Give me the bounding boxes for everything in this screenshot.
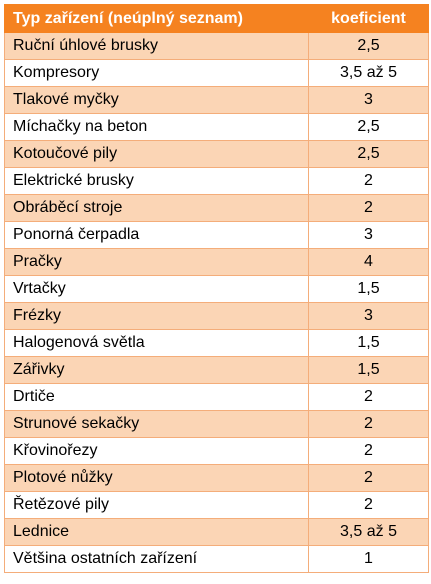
table-row: Kotoučové pily 2,5 — [4, 140, 429, 168]
table-row: Frézky 3 — [4, 302, 429, 330]
table-row: Vrtačky 1,5 — [4, 275, 429, 303]
device-type-cell: Tlakové myčky — [4, 86, 309, 114]
coefficient-cell: 2 — [308, 437, 429, 465]
table-row: Ruční úhlové brusky 2,5 — [4, 32, 429, 60]
table-row: Elektrické brusky 2 — [4, 167, 429, 195]
table-row: Plotové nůžky 2 — [4, 464, 429, 492]
coefficient-cell: 2 — [308, 383, 429, 411]
device-type-cell: Drtiče — [4, 383, 309, 411]
device-type-cell: Halogenová světla — [4, 329, 309, 357]
table-row: Lednice 3,5 až 5 — [4, 518, 429, 546]
coefficient-cell: 2,5 — [308, 113, 429, 141]
table-row: Řetězové pily 2 — [4, 491, 429, 519]
table-body: Ruční úhlové brusky 2,5 Kompresory 3,5 až 5… — [4, 32, 429, 573]
coefficient-cell: 1 — [308, 545, 429, 573]
coefficient-cell: 3 — [308, 302, 429, 330]
table-header: Typ zařízení (neúplný seznam) koeficient — [4, 4, 429, 33]
table-row: Míchačky na beton 2,5 — [4, 113, 429, 141]
coefficient-cell: 3 — [308, 221, 429, 249]
table-row: Tlakové myčky 3 — [4, 86, 429, 114]
coefficient-cell: 3 — [308, 86, 429, 114]
coefficient-table: Typ zařízení (neúplný seznam) koeficient… — [4, 4, 429, 573]
device-type-cell: Elektrické brusky — [4, 167, 309, 195]
device-type-cell: Frézky — [4, 302, 309, 330]
device-type-cell: Plotové nůžky — [4, 464, 309, 492]
coefficient-cell: 2,5 — [308, 140, 429, 168]
table-row: Pračky 4 — [4, 248, 429, 276]
device-type-cell: Obráběcí stroje — [4, 194, 309, 222]
table-row: Halogenová světla 1,5 — [4, 329, 429, 357]
coefficient-cell: 1,5 — [308, 329, 429, 357]
table-row: Drtiče 2 — [4, 383, 429, 411]
coefficient-cell: 2 — [308, 194, 429, 222]
table-row: Obráběcí stroje 2 — [4, 194, 429, 222]
coefficient-cell: 2,5 — [308, 32, 429, 60]
table-row: Zářivky 1,5 — [4, 356, 429, 384]
device-type-cell: Vrtačky — [4, 275, 309, 303]
coefficient-cell: 2 — [308, 491, 429, 519]
device-type-cell: Většina ostatních zařízení — [4, 545, 309, 573]
device-type-cell: Křovinořezy — [4, 437, 309, 465]
device-type-cell: Míchačky na beton — [4, 113, 309, 141]
device-type-cell: Řetězové pily — [4, 491, 309, 519]
device-type-cell: Lednice — [4, 518, 309, 546]
header-device-type: Typ zařízení (neúplný seznam) — [4, 4, 309, 33]
device-type-cell: Pračky — [4, 248, 309, 276]
coefficient-cell: 1,5 — [308, 275, 429, 303]
table-row: Ponorná čerpadla 3 — [4, 221, 429, 249]
coefficient-cell: 3,5 až 5 — [308, 59, 429, 87]
header-coefficient: koeficient — [308, 4, 429, 33]
coefficient-table-container: Typ zařízení (neúplný seznam) koeficient… — [4, 4, 429, 573]
device-type-cell: Kotoučové pily — [4, 140, 309, 168]
coefficient-cell: 2 — [308, 410, 429, 438]
coefficient-cell: 3,5 až 5 — [308, 518, 429, 546]
coefficient-cell: 1,5 — [308, 356, 429, 384]
header-row: Typ zařízení (neúplný seznam) koeficient — [4, 4, 429, 33]
table-row: Strunové sekačky 2 — [4, 410, 429, 438]
table-row: Křovinořezy 2 — [4, 437, 429, 465]
table-row: Kompresory 3,5 až 5 — [4, 59, 429, 87]
coefficient-cell: 2 — [308, 464, 429, 492]
device-type-cell: Strunové sekačky — [4, 410, 309, 438]
device-type-cell: Zářivky — [4, 356, 309, 384]
device-type-cell: Ponorná čerpadla — [4, 221, 309, 249]
device-type-cell: Kompresory — [4, 59, 309, 87]
device-type-cell: Ruční úhlové brusky — [4, 32, 309, 60]
coefficient-cell: 4 — [308, 248, 429, 276]
coefficient-cell: 2 — [308, 167, 429, 195]
table-row: Většina ostatních zařízení 1 — [4, 545, 429, 573]
